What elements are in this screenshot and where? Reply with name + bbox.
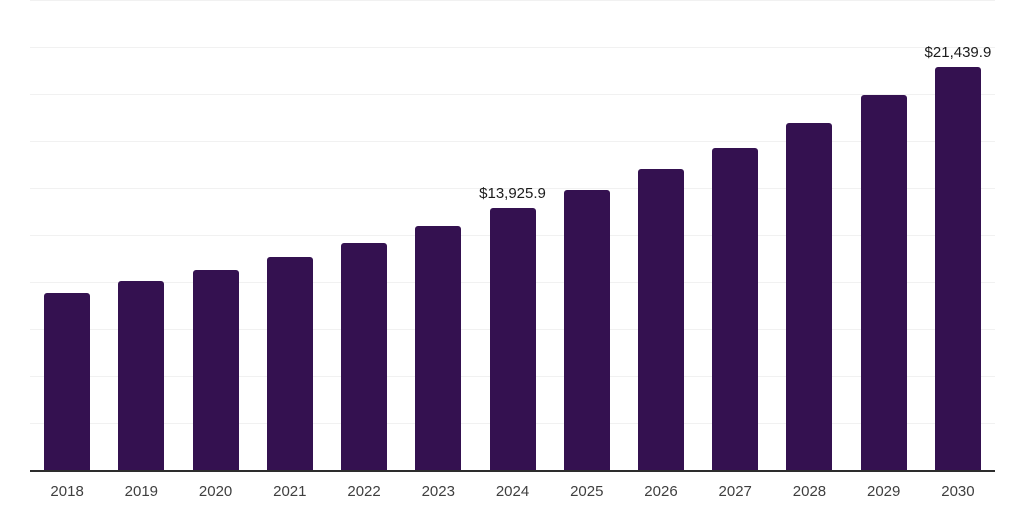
x-tick-label: 2019 — [124, 483, 159, 500]
x-tick-label: 2024 — [495, 483, 530, 500]
bar-2026[interactable] — [637, 169, 684, 470]
plot-area: $13,925.9 $21,439.9 — [30, 0, 995, 472]
x-axis-line — [30, 470, 995, 472]
x-tick-label: 2025 — [570, 483, 604, 500]
bar-slot — [104, 0, 178, 470]
gridline — [30, 0, 995, 1]
x-tick-label: 2021 — [273, 483, 307, 500]
bar-2023[interactable] — [415, 226, 462, 470]
x-axis-labels: 2018 2019 2020 2021 2022 2023 2024 2025 2026 2027… — [30, 484, 995, 499]
gridline — [30, 47, 995, 48]
bar-slots: $13,925.9 $21,439.9 — [30, 0, 995, 470]
bar-2021[interactable] — [266, 257, 313, 470]
bar-2029[interactable] — [860, 95, 907, 470]
x-tick-label: 2026 — [644, 483, 678, 500]
bar-2020[interactable] — [192, 270, 239, 470]
bar-slot — [30, 0, 104, 470]
bar-2028[interactable] — [786, 123, 833, 470]
gridline — [30, 141, 995, 142]
bar-slot — [698, 0, 772, 470]
x-tick-label: 2029 — [867, 483, 901, 500]
bar-2019[interactable] — [118, 281, 165, 470]
gridline — [30, 188, 995, 189]
bar-value-label: $13,925.9 — [479, 185, 546, 203]
x-tick-label: 2018 — [50, 483, 84, 500]
bar-2024[interactable] — [489, 208, 536, 470]
bar-2025[interactable] — [563, 190, 610, 470]
bar-2027[interactable] — [712, 148, 759, 470]
bar-2030[interactable] — [934, 66, 981, 470]
bar-2022[interactable] — [341, 243, 388, 470]
x-tick-label: 2030 — [941, 483, 975, 500]
bar-slot — [847, 0, 921, 470]
x-tick-label: 2027 — [718, 483, 752, 500]
bar-value-label: $21,439.9 — [924, 43, 992, 61]
bar-2018[interactable] — [44, 293, 91, 470]
bar-slot — [772, 0, 846, 470]
bar-slot — [401, 0, 475, 470]
bar-slot — [327, 0, 401, 470]
x-tick-label: 2020 — [198, 483, 233, 500]
bar-slot — [178, 0, 252, 470]
bar-slot — [624, 0, 698, 470]
bar-slot: $13,925.9 — [475, 0, 549, 470]
x-tick-label: 2028 — [792, 483, 827, 500]
x-tick-label: 2023 — [421, 483, 455, 500]
x-tick-label: 2022 — [347, 483, 381, 500]
gridline — [30, 94, 995, 95]
bar-slot: $21,439.9 — [921, 0, 995, 470]
bar-slot — [550, 0, 624, 470]
bar-slot — [253, 0, 327, 470]
